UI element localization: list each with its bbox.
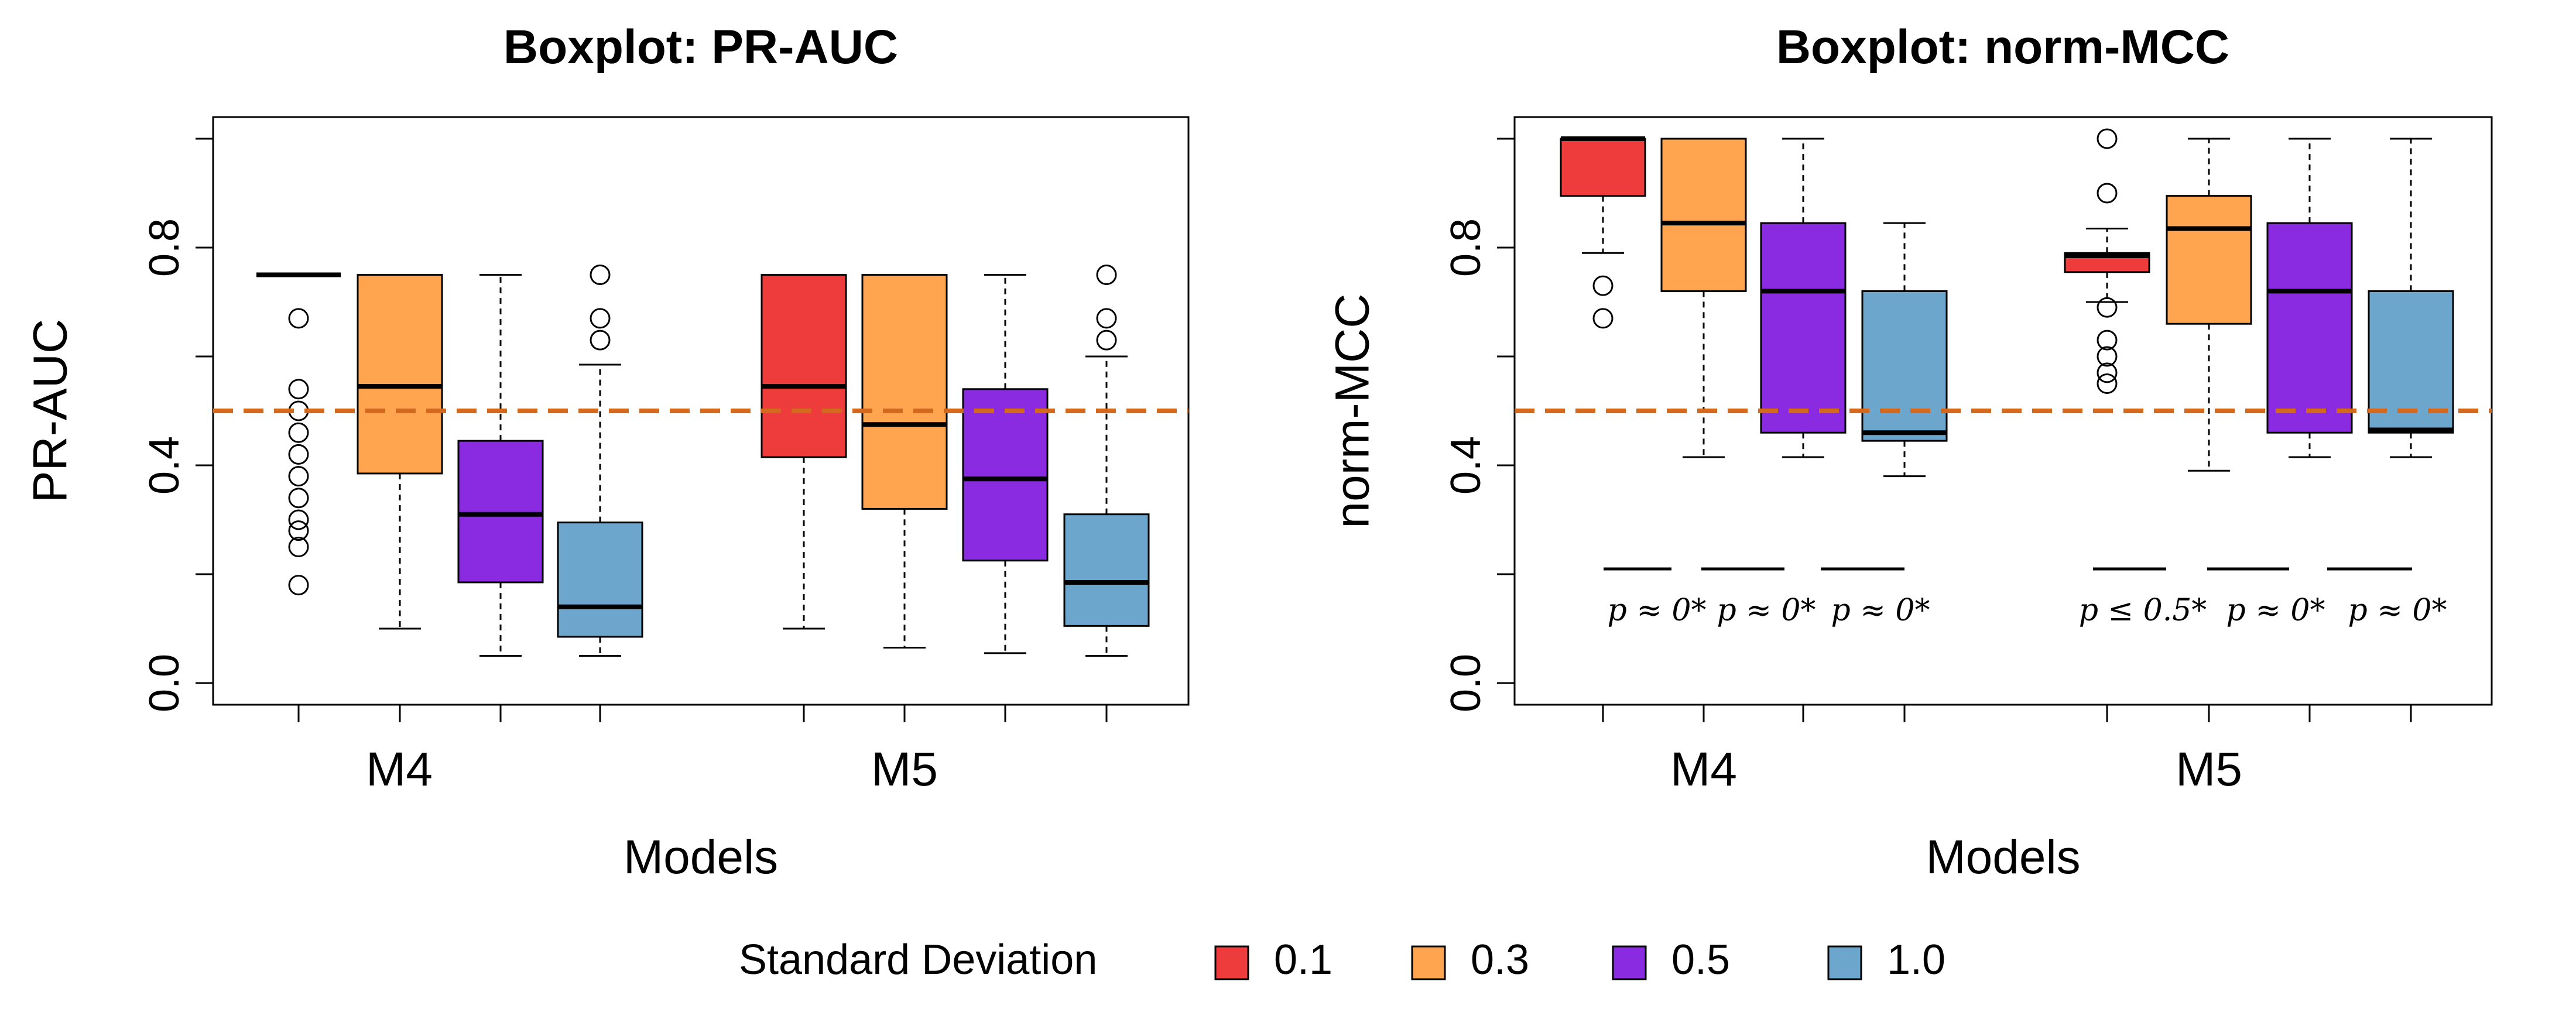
y-axis-title: PR-AUC <box>24 319 77 503</box>
box-body <box>557 522 643 638</box>
outlier-point <box>2097 183 2118 204</box>
y-tick-label: 0.4 <box>1443 436 1489 495</box>
x-category-label: M4 <box>1670 743 1737 796</box>
box-body <box>1660 138 1747 292</box>
box-m4-sd-0.3 <box>1660 138 1747 458</box>
pr-auc-boxplot-panel: Boxplot: PR-AUC 0.0 0.4 0.8 PR-AUC M4 M5 Models <box>24 20 1190 884</box>
outlier-point <box>1096 308 1117 329</box>
box-body <box>357 274 443 475</box>
box-body <box>1560 138 1646 197</box>
box-m5-sd-0.5 <box>2266 138 2353 458</box>
box-m5-sd-0.1 <box>2064 128 2150 394</box>
y-tick-label: 0.8 <box>141 218 188 277</box>
box-body <box>861 274 948 510</box>
legend-title: Standard Deviation <box>739 936 1097 983</box>
y-axis-title: norm-MCC <box>1326 294 1379 529</box>
outlier-point <box>1592 275 1614 296</box>
x-category-label: M5 <box>2176 743 2242 796</box>
p-value-label: p ≤ 0.5* <box>2079 593 2207 628</box>
box-m5-sd-0.3 <box>2166 138 2252 472</box>
outlier-point <box>288 422 309 443</box>
x-axis-title: Models <box>624 831 778 884</box>
legend-swatch <box>1827 945 1862 980</box>
norm-mcc-boxplot-panel: Boxplot: norm-MCC 0.0 0.4 0.8 norm-MCC M4 M5 Mo… <box>1326 20 2493 884</box>
box-body <box>1063 513 1150 627</box>
outlier-point <box>2097 297 2118 318</box>
p-value-annotation: p ≈ 0* <box>1701 567 1816 628</box>
p-value-label: p ≈ 0* <box>2348 593 2447 628</box>
legend-item-sd-1.0: 1.0 <box>1827 936 1945 983</box>
box-m5-sd-0.3 <box>861 274 948 649</box>
legend-label: 1.0 <box>1887 936 1945 983</box>
outlier-point <box>2097 373 2118 394</box>
outlier-point <box>590 330 611 351</box>
p-value-annotation: p ≈ 0* <box>2207 567 2325 628</box>
outlier-point <box>2097 362 2118 383</box>
p-value-label: p ≈ 0* <box>1608 593 1707 628</box>
outlier-point <box>288 488 309 509</box>
outlier-point <box>1096 330 1117 351</box>
chart-title: Boxplot: norm-MCC <box>1776 20 2229 74</box>
box-m4-sd-0.5 <box>457 274 544 657</box>
box-body <box>457 440 544 584</box>
y-tick-label: 0.0 <box>1443 654 1489 712</box>
box-body <box>761 274 847 458</box>
legend-item-sd-0.5: 0.5 <box>1612 936 1730 983</box>
outlier-point <box>590 308 611 329</box>
outlier-point <box>1592 308 1614 329</box>
p-value-label: p ≈ 0* <box>1831 593 1930 628</box>
p-value-annotation: p ≤ 0.5* <box>2079 567 2207 628</box>
legend: Standard Deviation 0.1 0.3 0.5 1.0 <box>739 936 1945 983</box>
p-value-label: p ≈ 0* <box>1717 593 1816 628</box>
x-category-label: M4 <box>366 743 433 796</box>
outlier-point <box>288 444 309 465</box>
chart-title: Boxplot: PR-AUC <box>503 20 898 74</box>
outlier-point <box>288 379 309 400</box>
p-value-annotation: p ≈ 0* <box>2327 567 2447 628</box>
legend-swatch <box>1214 945 1249 980</box>
box-m5-sd-0.1 <box>761 274 847 630</box>
outlier-point <box>590 265 611 285</box>
legend-item-sd-0.3: 0.3 <box>1411 936 1529 983</box>
y-tick-label: 0.8 <box>1443 218 1489 277</box>
outlier-point <box>288 466 309 487</box>
p-value-label: p ≈ 0* <box>2226 593 2325 628</box>
p-value-annotation: p ≈ 0* <box>1604 567 1707 628</box>
outlier-point <box>288 520 309 541</box>
legend-swatch <box>1612 945 1647 980</box>
box-body <box>1760 222 1847 434</box>
x-axis-title: Models <box>1926 831 2080 884</box>
outlier-point <box>2097 330 2118 351</box>
y-tick-label: 0.0 <box>141 654 188 712</box>
outlier-point <box>288 308 309 329</box>
box-m4-sd-1.0 <box>1861 222 1948 478</box>
box-m4-sd-0.5 <box>1760 138 1847 458</box>
box-m4-sd-0.3 <box>357 274 443 630</box>
legend-item-sd-0.1: 0.1 <box>1214 936 1332 983</box>
box-m4-sd-0.1 <box>256 272 341 596</box>
outlier-point <box>2097 346 2118 367</box>
box-body <box>1861 290 1948 442</box>
box-m4-sd-0.1 <box>1560 136 1646 329</box>
box-body <box>962 388 1049 562</box>
legend-label: 0.1 <box>1274 936 1332 983</box>
box-m5-sd-1.0 <box>1063 265 1150 657</box>
legend-swatch <box>1411 945 1446 980</box>
outlier-point <box>2097 128 2118 149</box>
outlier-point <box>288 575 309 596</box>
box-m5-sd-0.5 <box>962 274 1049 654</box>
y-tick-label: 0.4 <box>141 436 188 495</box>
legend-label: 0.3 <box>1471 936 1529 983</box>
outlier-point <box>288 537 309 557</box>
legend-label: 0.5 <box>1671 936 1730 983</box>
box-body <box>2166 195 2252 325</box>
box-m4-sd-1.0 <box>557 265 643 657</box>
outlier-point <box>1096 265 1117 285</box>
outlier-point <box>288 509 309 530</box>
x-category-label: M5 <box>871 743 938 796</box>
p-value-annotation: p ≈ 0* <box>1821 567 1930 628</box>
box-body <box>2266 222 2353 434</box>
